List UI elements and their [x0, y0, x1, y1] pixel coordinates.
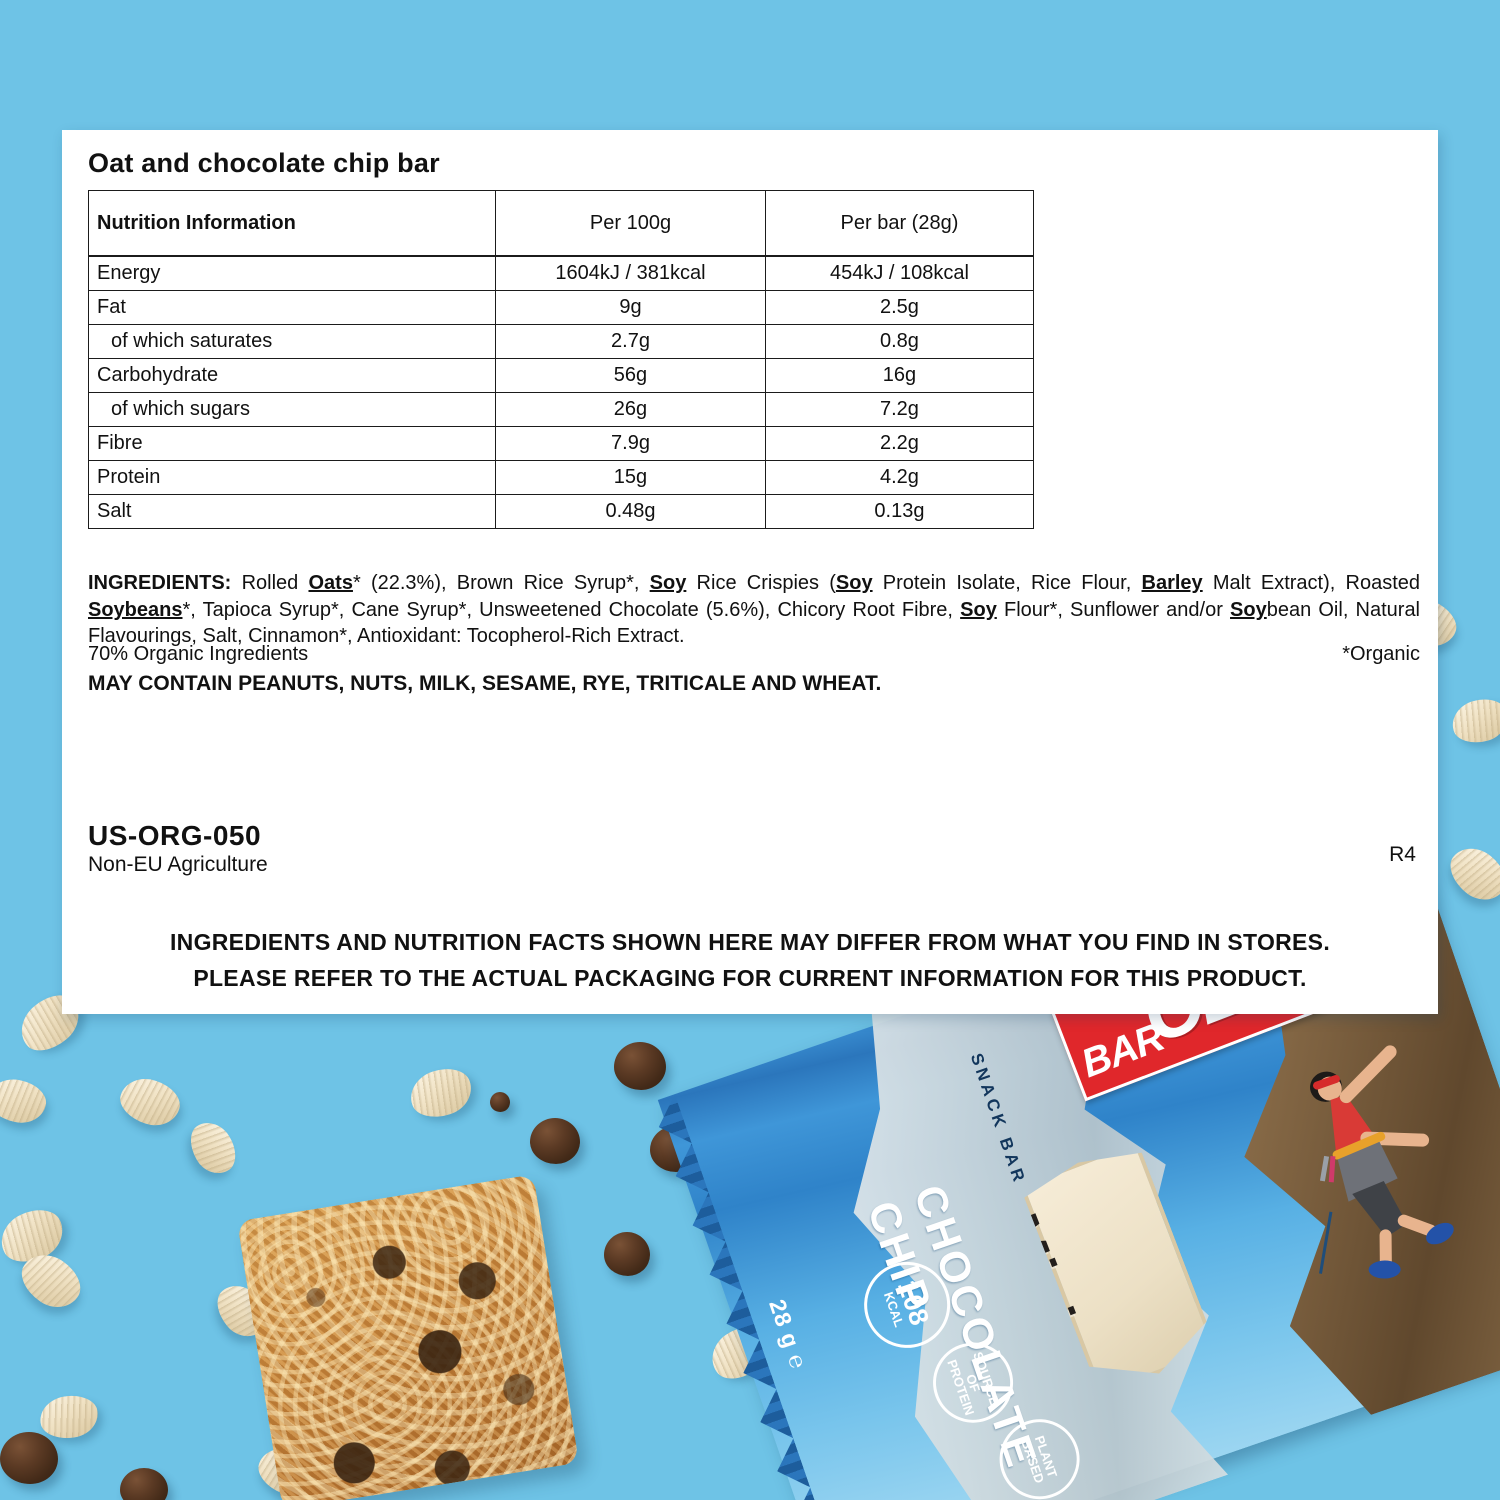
row-perbar: 454kJ / 108kcal: [764, 255, 1035, 291]
row-per100g: 15g: [495, 460, 766, 495]
nutrition-table-body: Energy 1604kJ / 381kcal 454kJ / 108kcal Fa…: [87, 255, 1035, 529]
disclaimer-line-1: INGREDIENTS AND NUTRITION FACTS SHOWN HE…: [169, 929, 1331, 955]
row-per100g: 2.7g: [495, 324, 766, 359]
organic-percent: 70% Organic Ingredients: [88, 643, 309, 665]
certification-code: US-ORG-050: [88, 820, 262, 851]
ingredients-block: INGREDIENTS: Rolled Oats* (22.3%), Brown…: [88, 570, 1420, 650]
oat-flake: [182, 1114, 244, 1182]
ingredients-heading: INGREDIENTS:: [88, 572, 232, 594]
revision-code: R4: [1389, 843, 1416, 866]
row-per100g: 1604kJ / 381kcal: [495, 255, 766, 291]
page-title: Oat and chocolate chip bar: [88, 148, 440, 178]
climber-illustration: [1310, 1045, 1454, 1279]
row-perbar: 16g: [764, 358, 1035, 393]
table-header-per100g: Per 100g: [495, 190, 766, 257]
chocolate-chip: [604, 1232, 650, 1276]
chocolate-chip: [0, 1432, 58, 1484]
row-per100g: 0.48g: [495, 494, 766, 529]
oat-flake: [114, 1071, 186, 1133]
table-row: Fibre 7.9g 2.2g: [87, 426, 1035, 461]
oat-flake: [0, 1074, 50, 1128]
table-row: of which sugars 26g 7.2g: [87, 392, 1035, 427]
oat-flake: [404, 1061, 478, 1125]
table-header-row: Nutrition Information Per 100g Per bar (…: [87, 190, 1035, 257]
row-perbar: 2.2g: [764, 426, 1035, 461]
row-label: Fibre: [87, 426, 497, 461]
table-row: Salt 0.48g 0.13g: [87, 494, 1035, 529]
row-perbar: 4.2g: [764, 460, 1035, 495]
row-perbar: 7.2g: [764, 392, 1035, 427]
row-label: of which saturates: [87, 324, 497, 359]
disclaimer-block: INGREDIENTS AND NUTRITION FACTS SHOWN HE…: [62, 925, 1438, 996]
chocolate-chip: [614, 1042, 666, 1090]
row-perbar: 2.5g: [764, 290, 1035, 325]
row-perbar: 0.13g: [764, 494, 1035, 529]
table-row: Fat 9g 2.5g: [87, 290, 1035, 325]
table-row: Energy 1604kJ / 381kcal 454kJ / 108kcal: [87, 255, 1035, 291]
product-package: CLIF BAR SNACK BAR CHOCOLATE CHIP Mini 2…: [658, 842, 1500, 1500]
certification-origin: Non-EU Agriculture: [88, 853, 268, 876]
table-row: Protein 15g 4.2g: [87, 460, 1035, 495]
chocolate-chip: [530, 1118, 580, 1164]
nutrition-label-panel: Oat and chocolate chip bar Nutrition Inf…: [62, 130, 1438, 1014]
chocolate-chip: [120, 1468, 168, 1500]
ingredients-text: Rolled Oats* (22.3%), Brown Rice Syrup*,…: [88, 572, 1421, 648]
organic-note: *Organic: [1342, 643, 1420, 665]
row-perbar: 0.8g: [764, 324, 1035, 359]
row-label: Fat: [87, 290, 497, 325]
table-header-perbar: Per bar (28g): [764, 190, 1035, 257]
row-per100g: 9g: [495, 290, 766, 325]
granola-bar-product: [237, 1174, 579, 1500]
allergen-warning: MAY CONTAIN PEANUTS, NUTS, MILK, SESAME,…: [88, 672, 882, 695]
row-per100g: 7.9g: [495, 426, 766, 461]
table-row: Carbohydrate 56g 16g: [87, 358, 1035, 393]
row-label: of which sugars: [87, 392, 497, 427]
table-header-label: Nutrition Information: [87, 190, 497, 257]
row-label: Salt: [87, 494, 497, 529]
disclaimer-line-2: PLEASE REFER TO THE ACTUAL PACKAGING FOR…: [193, 964, 1307, 991]
row-label: Energy: [87, 255, 497, 291]
oat-flake: [1447, 693, 1500, 749]
oat-flake: [37, 1392, 101, 1442]
certification-block: US-ORG-050 Non-EU Agriculture: [88, 820, 268, 877]
row-label: Carbohydrate: [87, 358, 497, 393]
row-per100g: 26g: [495, 392, 766, 427]
nutrition-table: Nutrition Information Per 100g Per bar (…: [87, 190, 1035, 529]
organic-line: 70% Organic Ingredients *Organic: [88, 643, 1420, 666]
chocolate-chip: [490, 1092, 510, 1112]
row-per100g: 56g: [495, 358, 766, 393]
table-row: of which saturates 2.7g 0.8g: [87, 324, 1035, 359]
row-label: Protein: [87, 460, 497, 495]
oat-flake: [1440, 837, 1500, 911]
